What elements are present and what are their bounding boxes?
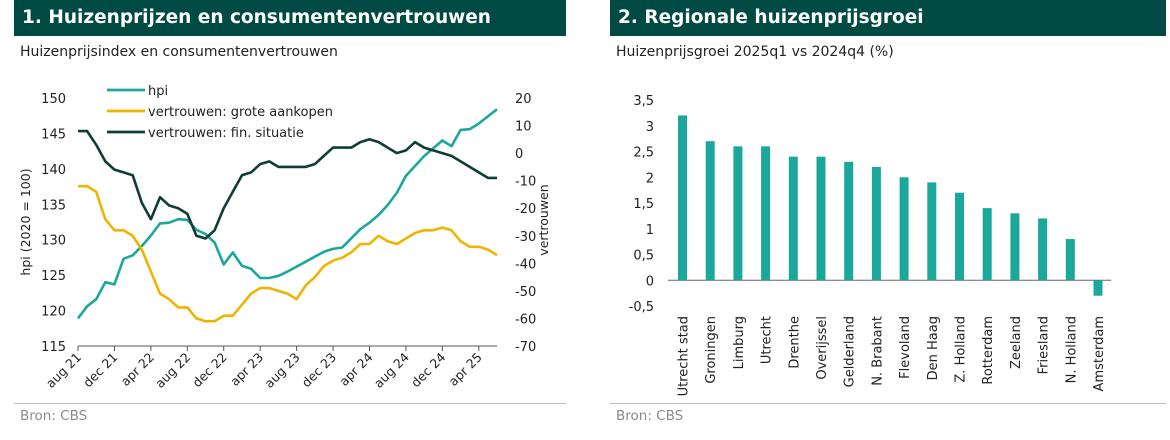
- x-tick-label: Gelderland: [843, 316, 858, 387]
- y-tick-label: 0,5: [633, 249, 654, 264]
- y2-tick-label: 10: [515, 120, 532, 135]
- panel-title: 2. Regionale huizenprijsgroei: [610, 0, 1166, 36]
- bar: [899, 177, 909, 281]
- y-axis-label: hpi (2020 = 100): [18, 168, 33, 275]
- bar: [1010, 213, 1020, 281]
- y-tick-label: 2: [646, 171, 654, 186]
- y2-tick-label: -60: [515, 312, 536, 327]
- y-tick-label: 3: [646, 120, 654, 135]
- legend-label: hpi: [148, 84, 168, 99]
- y-tick-label: 3,5: [633, 94, 654, 109]
- source-note: Bron: CBS: [20, 408, 88, 424]
- y-tick-label: 0: [646, 274, 654, 289]
- x-tick-label: Flevoland: [898, 316, 913, 379]
- fin-situatie-line: [78, 129, 497, 240]
- bar: [678, 115, 687, 281]
- bar: [871, 166, 881, 281]
- chart-panel-house-prices: 1. Huizenprijzen en consumentenvertrouwe…: [14, 0, 566, 424]
- y-tick-label: 130: [41, 234, 66, 249]
- bar: [955, 192, 964, 281]
- y2-tick-label: 0: [515, 147, 523, 162]
- y2-tick-label: -10: [515, 175, 536, 190]
- source-note: Bron: CBS: [616, 408, 684, 424]
- y2-tick-label: -30: [515, 230, 536, 245]
- grote-aankopen-line: [78, 184, 498, 323]
- x-tick-label: Utrecht: [760, 316, 775, 364]
- chart-subtitle: Huizenprijsindex en consumentenvertrouwe…: [20, 44, 338, 60]
- y-tick-label: 145: [41, 127, 66, 142]
- y2-tick-label: -50: [515, 285, 536, 300]
- y2-tick-label: -70: [515, 340, 536, 355]
- bar: [761, 146, 771, 281]
- x-tick-label: Zeeland: [1009, 316, 1024, 369]
- chart-panel-regional-growth: 2. Regionale huizenprijsgroei Huizenprij…: [610, 0, 1166, 424]
- x-tick-label: Den Haag: [926, 316, 941, 380]
- y-tick-label: 115: [41, 340, 66, 355]
- x-tick-label: Z. Holland: [954, 316, 969, 383]
- y-tick-label: 135: [41, 198, 66, 213]
- x-tick-label: Limburg: [732, 316, 747, 369]
- x-tick-label: N. Brabant: [870, 316, 885, 386]
- bar: [1065, 239, 1075, 281]
- hpi-line: [76, 108, 498, 320]
- x-tick-label: Overijssel: [815, 316, 830, 380]
- bar: [927, 182, 937, 281]
- bar: [1093, 280, 1103, 296]
- bar: [816, 156, 826, 281]
- bar: [982, 208, 992, 281]
- x-tick-label: Rotterdam: [981, 316, 996, 385]
- x-tick-label: N. Holland: [1064, 316, 1079, 383]
- y-tick-label: 150: [41, 92, 66, 107]
- x-tick-label: Drenthe: [787, 316, 802, 369]
- footer-divider: [610, 403, 1166, 404]
- bar: [788, 156, 798, 281]
- chart-subtitle: Huizenprijsgroei 2025q1 vs 2024q4 (%): [616, 44, 894, 60]
- y-tick-label: 1: [646, 223, 654, 238]
- y-tick-label: -0,5: [629, 300, 654, 315]
- x-tick-label: Groningen: [704, 316, 719, 384]
- x-tick-label: Friesland: [1037, 316, 1052, 374]
- y2-tick-label: -40: [515, 257, 536, 272]
- bar: [844, 161, 854, 281]
- y-tick-label: 125: [41, 269, 66, 284]
- y2-axis-label: vertrouwen: [536, 184, 551, 255]
- y-tick-label: 2,5: [633, 146, 654, 161]
- bar: [1038, 218, 1048, 281]
- y2-tick-label: 20: [515, 92, 532, 107]
- x-tick-label: Amsterdam: [1092, 316, 1107, 391]
- bar: [733, 146, 743, 281]
- x-tick-label: Utrecht stad: [677, 316, 692, 396]
- bar: [705, 141, 715, 281]
- y2-tick-label: -20: [515, 202, 536, 217]
- legend-label: vertrouwen: grote aankopen: [148, 105, 333, 120]
- y-tick-label: 120: [41, 305, 66, 320]
- legend-label: vertrouwen: fin. situatie: [148, 126, 304, 141]
- panel-title: 1. Huizenprijzen en consumentenvertrouwe…: [14, 0, 566, 36]
- footer-divider: [14, 403, 566, 404]
- y-tick-label: 1,5: [633, 197, 654, 212]
- y-tick-label: 140: [41, 163, 66, 178]
